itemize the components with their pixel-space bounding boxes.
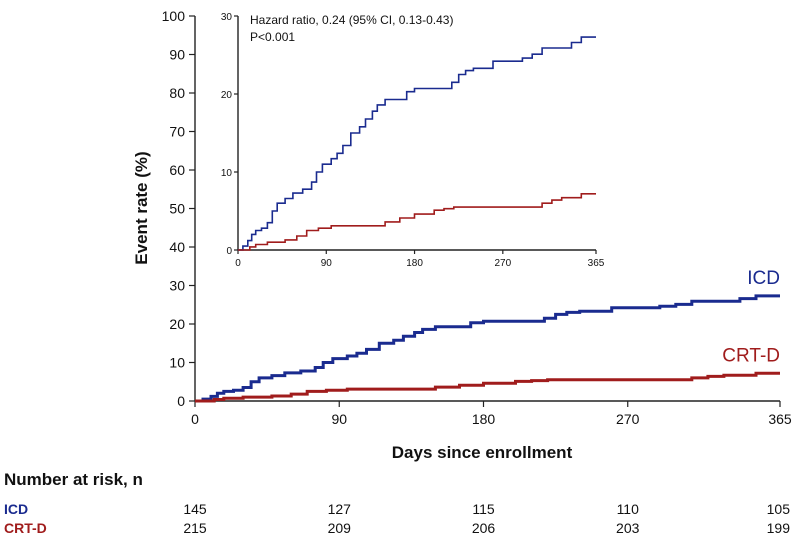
inset-series-line-icd <box>238 36 596 251</box>
inset-x-tick-label: 270 <box>494 258 511 269</box>
hazard-annotation-line: Hazard ratio, 0.24 (95% CI, 0.13-0.43) <box>250 13 453 27</box>
y-tick-label: 20 <box>169 316 185 332</box>
risk-value-icd: 105 <box>767 501 791 517</box>
inset-y-tick-label: 30 <box>221 12 233 23</box>
risk-value-crt-d: 199 <box>767 520 791 536</box>
inset-y-tick-label: 20 <box>221 90 233 101</box>
risk-value-icd: 145 <box>183 501 207 517</box>
inset-x-tick-label: 365 <box>588 258 605 269</box>
x-axis-title: Days since enrollment <box>392 443 573 462</box>
inset-x-tick-label: 90 <box>321 258 333 269</box>
inset-x-tick-label: 0 <box>235 258 241 269</box>
inset-series-line-crt-d <box>238 193 596 251</box>
inset-y-tick-label: 0 <box>226 246 232 257</box>
risk-value-crt-d: 215 <box>183 520 207 536</box>
risk-value-icd: 127 <box>328 501 352 517</box>
x-tick-label: 180 <box>472 411 496 427</box>
y-tick-label: 90 <box>169 47 185 63</box>
risk-value-crt-d: 206 <box>472 520 496 536</box>
y-tick-label: 80 <box>169 85 185 101</box>
y-tick-label: 50 <box>169 201 185 217</box>
series-label-icd: ICD <box>747 268 780 289</box>
risk-value-icd: 115 <box>472 501 495 517</box>
inset-y-tick-label: 10 <box>221 168 233 179</box>
inset-x-tick-label: 180 <box>406 258 423 269</box>
series-line-icd <box>195 294 780 403</box>
y-tick-label: 100 <box>162 8 186 24</box>
risk-row-label-crt-d: CRT-D <box>4 520 47 536</box>
y-tick-label: 70 <box>169 124 185 140</box>
y-tick-label: 10 <box>169 355 185 371</box>
y-tick-label: 60 <box>169 162 185 178</box>
x-tick-label: 90 <box>331 411 347 427</box>
series-label-crt-d: CRT-D <box>722 345 780 366</box>
y-tick-label: 0 <box>177 393 185 409</box>
x-tick-label: 365 <box>768 411 792 427</box>
risk-value-icd: 110 <box>617 501 640 517</box>
risk-row-label-icd: ICD <box>4 501 28 517</box>
y-axis-title: Event rate (%) <box>132 151 151 264</box>
y-tick-label: 30 <box>169 278 185 294</box>
number-at-risk-title: Number at risk, n <box>4 470 143 489</box>
risk-value-crt-d: 203 <box>616 520 640 536</box>
hazard-annotation-line: P<0.001 <box>250 30 295 44</box>
risk-value-crt-d: 209 <box>328 520 352 536</box>
series-line-crt-d <box>195 371 780 403</box>
y-tick-label: 40 <box>169 239 185 255</box>
x-tick-label: 0 <box>191 411 199 427</box>
x-tick-label: 270 <box>616 411 640 427</box>
